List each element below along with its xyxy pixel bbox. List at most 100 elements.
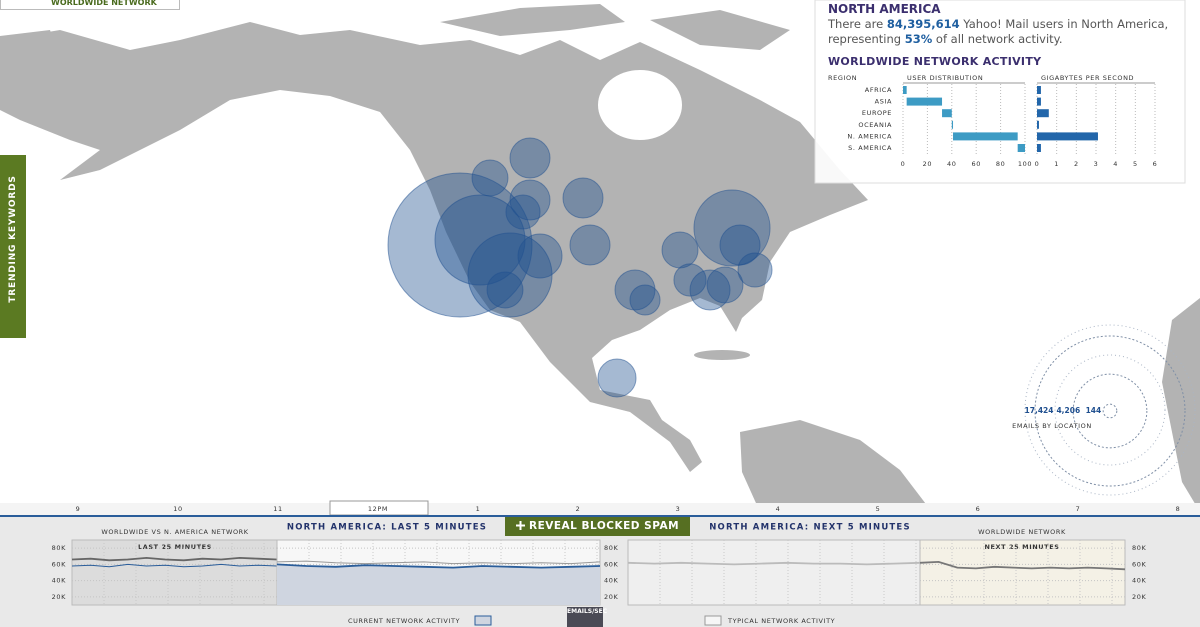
sentence-text: of all network activity. (932, 32, 1063, 46)
series-line (71, 563, 278, 568)
trending-tab-label: TRENDING KEYWORDS (8, 175, 18, 303)
reveal-spam-button[interactable]: REVEAL BLOCKED SPAM (505, 517, 690, 536)
user-count: 84,395,614 (886, 17, 960, 31)
timeline-hour[interactable]: 12PM (368, 505, 388, 513)
timeline-hour[interactable]: 6 (976, 505, 981, 513)
timeline-hour[interactable]: 5 (876, 505, 881, 513)
timeline-hour[interactable]: 9 (76, 505, 81, 513)
land-asia (0, 30, 60, 80)
y-tick-label: 40K (1132, 577, 1146, 585)
y-tick-label: 80K (604, 544, 618, 552)
y-tick-label: 60K (1132, 560, 1146, 568)
y-tick-label: 20K (1132, 593, 1146, 601)
x-tick-label: 5 (1133, 160, 1138, 168)
category-label: OCEANIA (858, 121, 892, 129)
region-title: NORTH AMERICA (828, 2, 941, 16)
location-bubble[interactable] (719, 224, 761, 266)
legend-label: 17,424 (1025, 406, 1054, 415)
trending-tab[interactable]: TRENDING KEYWORDS (0, 155, 26, 481)
bar (953, 132, 1018, 141)
panel-title: WORLDWIDE VS N. AMERICA NETWORK (101, 528, 248, 536)
y-tick-label: 20K (52, 593, 66, 601)
timeline-hour[interactable]: 3 (676, 505, 681, 513)
x-tick-label: 6 (1153, 160, 1158, 168)
timeline-hour[interactable]: 7 (1076, 505, 1081, 513)
series-line (71, 556, 278, 562)
panel-bg (71, 539, 278, 606)
location-bubble[interactable] (569, 224, 611, 266)
y-tick-label: 60K (604, 560, 618, 568)
series-line (919, 560, 1126, 571)
location-bubble[interactable] (629, 284, 661, 316)
area (277, 564, 600, 605)
location-bubble[interactable] (562, 177, 604, 219)
x-tick-label: 20 (923, 160, 932, 168)
location-bubble[interactable] (693, 189, 771, 267)
land-arctic-islands (440, 4, 790, 50)
series-line (276, 563, 601, 569)
location-bubble[interactable] (509, 137, 551, 179)
y-tick-label: 20K (604, 593, 618, 601)
panel-title: NORTH AMERICA: NEXT 5 MINUTES (709, 523, 911, 533)
panel-bg (627, 539, 921, 606)
location-bubble[interactable] (614, 269, 656, 311)
y-tick-label: 80K (1132, 544, 1146, 552)
timeline-hour[interactable]: 8 (1176, 505, 1181, 513)
timeline-hour[interactable]: 2 (576, 505, 581, 513)
location-bubble[interactable] (661, 231, 699, 269)
panel-subtitle: LAST 25 MINUTES (138, 543, 212, 551)
land-cuba (694, 350, 750, 360)
legend-title: EMAILS BY LOCATION (1012, 422, 1092, 430)
timeline-hour[interactable]: 11 (273, 505, 282, 513)
x-tick-label: 2 (1074, 160, 1079, 168)
category-label: EUROPE (862, 109, 892, 117)
location-bubble[interactable] (673, 263, 707, 297)
x-tick-label: 3 (1094, 160, 1099, 168)
series-line (276, 560, 601, 565)
bar (1037, 132, 1098, 141)
location-bubble[interactable] (517, 233, 563, 279)
activity-title: WORLDWIDE NETWORK ACTIVITY (828, 55, 1042, 68)
bar (1017, 144, 1025, 152)
x-tick-label: 1 (1054, 160, 1059, 168)
hudson-bay (598, 70, 682, 140)
radar-ring (1024, 324, 1196, 496)
location-bubble[interactable] (689, 269, 731, 311)
info-panel: NORTH AMERICA There are 84,395,614 Yahoo… (828, 2, 1178, 69)
location-bubble[interactable] (486, 271, 524, 309)
location-bubble[interactable] (387, 172, 533, 318)
bar (1037, 120, 1039, 129)
timeline-hour[interactable]: 10 (173, 505, 182, 513)
network-button[interactable]: WORLDWIDE NETWORK (0, 0, 180, 10)
bar (1037, 97, 1041, 106)
radar-ring (1054, 354, 1166, 466)
emails-sec-box: EMAILS/SEC (567, 607, 607, 627)
location-bubble[interactable] (737, 252, 773, 288)
category-label: N. AMERICA (847, 132, 892, 140)
sentence-text: There are (828, 17, 887, 31)
legend-swatch-current (474, 615, 492, 626)
category-label: AFRICA (865, 86, 892, 94)
timeline-hour[interactable]: 1 (476, 505, 481, 513)
legend-swatch-typical (704, 615, 722, 626)
location-bubble[interactable] (471, 159, 509, 197)
y-tick-label: 40K (604, 577, 618, 585)
activity-share: 53% (904, 32, 933, 46)
legend-circle (1034, 335, 1186, 487)
location-bubble[interactable] (597, 358, 637, 398)
timeline-hour[interactable]: 4 (776, 505, 781, 513)
location-bubble[interactable] (706, 266, 744, 304)
panel-subtitle: NEXT 25 MINUTES (984, 543, 1059, 551)
plus-icon (515, 521, 525, 530)
x-tick-label: 4 (1113, 160, 1118, 168)
category-axis-label: REGION (828, 74, 857, 82)
x-tick-label: 60 (971, 160, 980, 168)
bar (942, 109, 952, 118)
x-tick-label: 100 (1018, 160, 1032, 168)
location-bubble[interactable] (505, 194, 541, 230)
series-line (627, 561, 921, 566)
legend-label: 144 (1086, 406, 1102, 415)
